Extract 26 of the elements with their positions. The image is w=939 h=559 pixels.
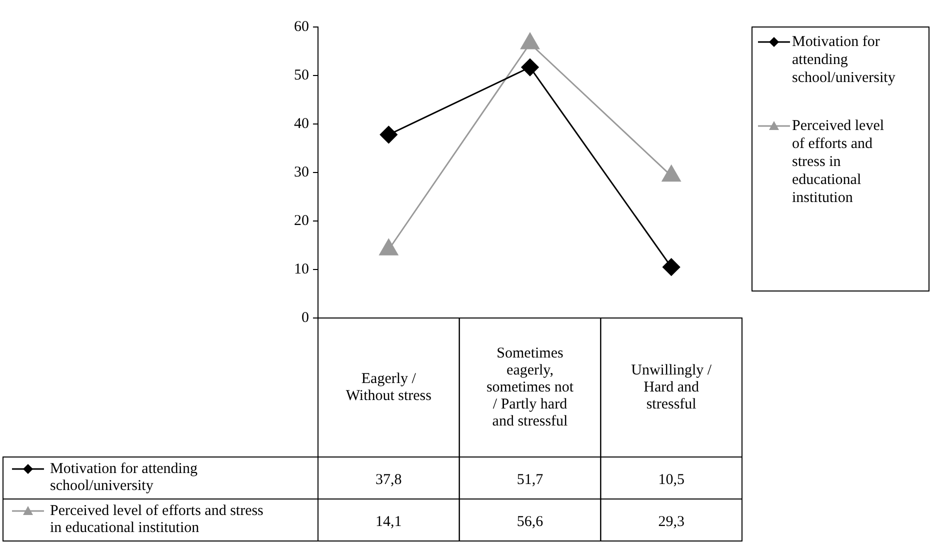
text: Motivation for attending school/university <box>50 460 198 494</box>
data-label: 14,1 <box>376 514 402 530</box>
data-label: 10,5 <box>658 472 684 488</box>
point <box>379 238 398 256</box>
x-tick-label: Unwillingly / Hard and stressful <box>631 362 712 412</box>
point <box>380 126 398 144</box>
x-tick-label: Eagerly / Without stress <box>346 370 432 404</box>
y-tick-label: 40 <box>294 116 309 132</box>
legend-label: Perceived level of efforts and stress in educational institution <box>792 118 884 206</box>
text: Perceived level of efforts and stress in educational institution <box>50 502 264 536</box>
point <box>662 165 681 182</box>
point <box>520 32 540 50</box>
legend-label: Motivation for attending school/university <box>792 34 896 86</box>
y-tick-label: 30 <box>294 164 309 180</box>
y-tick-label: 50 <box>294 67 309 84</box>
y-tick-label: 20 <box>294 212 309 229</box>
data-label: 29,3 <box>658 514 684 530</box>
y-tick-label: 0 <box>302 310 309 326</box>
x-tick-label: Sometimes eagerly, sometimes not / Partly hard and stressful <box>486 345 574 430</box>
y-tick-label: 60 <box>294 18 309 35</box>
data-label: 51,7 <box>516 472 544 488</box>
point <box>521 58 539 76</box>
y-tick-label: 10 <box>294 261 309 278</box>
point <box>662 258 680 276</box>
data-label: 37,8 <box>376 472 402 488</box>
data-label: 56,6 <box>516 514 544 530</box>
